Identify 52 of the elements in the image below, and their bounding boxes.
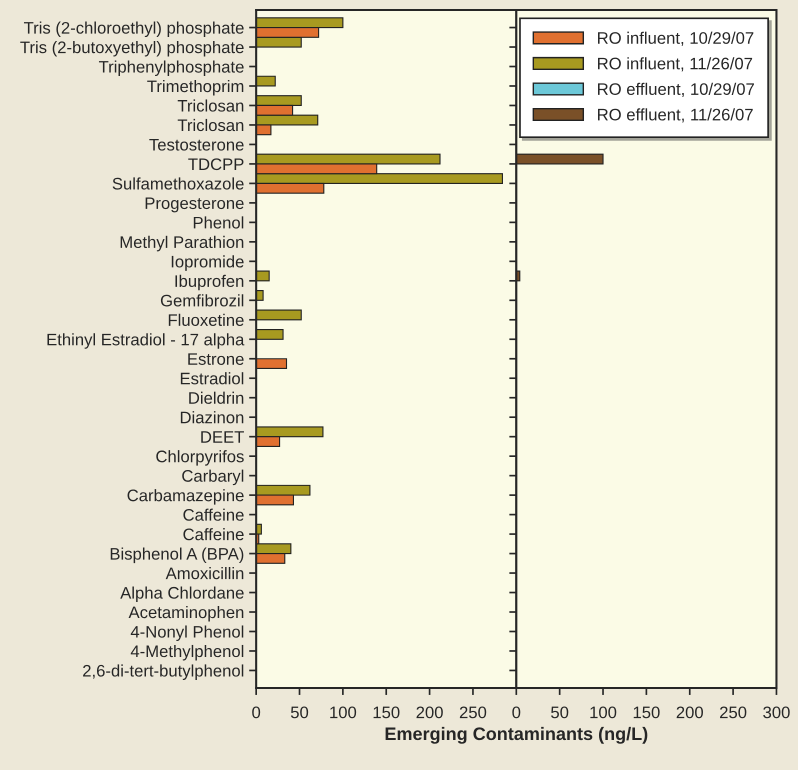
x-tick-label: 0: [512, 706, 520, 718]
y-tick-label: Carbaryl: [182, 470, 244, 486]
y-tick-label: Fluoxetine: [168, 314, 244, 326]
y-tick-label: Dieldrin: [189, 392, 244, 404]
y-tick-label: TDCPP: [188, 158, 244, 170]
y-tick-label: 4-Nonyl Phenol: [130, 625, 244, 641]
y-tick-label: Ethinyl Estradiol - 17 alpha: [47, 333, 244, 349]
y-tick-label: 4-Methylphenol: [130, 644, 244, 660]
y-tick-label: Chlorpyrifos: [156, 450, 244, 466]
y-tick-label: Bisphenol A (BPA): [110, 548, 244, 564]
y-tick-label: DEET: [201, 431, 244, 443]
x-axis-title: Emerging Contaminants (ng/L): [386, 726, 648, 744]
y-tick-label: Acetaminophen: [128, 606, 244, 622]
x-tick-label: 300: [763, 706, 790, 718]
y-tick-label: Amoxicillin: [166, 567, 244, 580]
legend-label: RO influent, 11/26/07: [598, 57, 752, 72]
legend-label: RO effluent, 11/26/07: [598, 108, 753, 122]
x-tick-label: 50: [290, 706, 308, 718]
y-tick-label: Tris (2-chloroethyl) phosphate: [24, 22, 244, 38]
y-tick-label: Gemfibrozil: [160, 294, 244, 306]
x-tick-label: 200: [676, 706, 703, 718]
x-tick-label: 0: [252, 706, 260, 718]
x-tick-label: 250: [460, 706, 486, 718]
y-tick-label: Caffeine: [183, 508, 244, 521]
y-tick-label: Diazinon: [180, 411, 244, 424]
y-tick-label: Methyl Parathion: [120, 236, 244, 252]
y-tick-label: 2,6-di-tert-butylphenol: [83, 664, 244, 680]
y-tick-label: Triclosan: [178, 118, 244, 132]
x-tick-label: 200: [416, 706, 443, 718]
y-tick-label: Iopromide: [172, 255, 244, 271]
y-tick-label: Tris (2-butoxyethyl) phosphate: [20, 40, 244, 57]
y-tick-label: Triclosan: [178, 99, 244, 112]
y-tick-label: Testosterone: [149, 139, 244, 151]
x-tick-label: 100: [590, 706, 616, 718]
y-tick-label: Estradiol: [180, 372, 244, 384]
x-tick-label: 150: [374, 706, 400, 718]
x-tick-label: 250: [720, 706, 746, 718]
x-tick-label: 150: [634, 706, 660, 718]
y-tick-label: Ibuprofen: [175, 274, 244, 290]
y-tick-label: Caffeine: [183, 528, 244, 540]
legend-label: RO influent, 10/29/07: [598, 32, 754, 46]
x-tick-label: 50: [551, 706, 568, 718]
y-tick-label: Progesterone: [146, 197, 244, 212]
y-tick-label: Phenol: [194, 216, 244, 229]
y-tick-label: Alpha Chlordane: [120, 586, 244, 602]
y-tick-label: Carbamazepine: [128, 489, 244, 505]
y-tick-label: Trimethoprim: [147, 80, 244, 96]
x-tick-label: 100: [330, 706, 356, 718]
y-tick-label: Triphenylphosphate: [98, 60, 244, 76]
legend-label: RO effluent, 10/29/07: [598, 82, 754, 97]
y-tick-label: Estrone: [188, 353, 244, 365]
y-tick-label: Sulfamethoxazole: [112, 177, 244, 190]
